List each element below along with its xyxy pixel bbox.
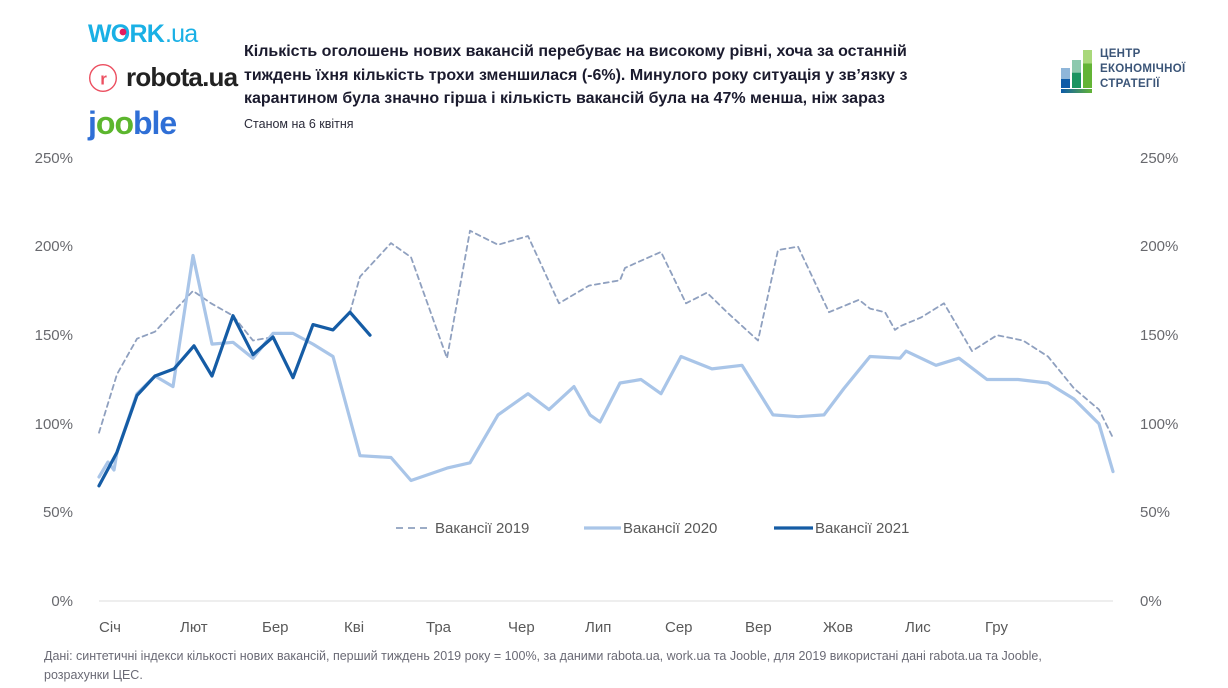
- svg-text:50%: 50%: [43, 504, 73, 521]
- svg-text:100%: 100%: [35, 416, 73, 433]
- svg-text:Жов: Жов: [823, 619, 853, 636]
- svg-text:Вер: Вер: [745, 619, 772, 636]
- svg-text:Вакансії 2020: Вакансії 2020: [623, 520, 717, 537]
- svg-text:Тра: Тра: [426, 619, 452, 636]
- svg-text:150%: 150%: [35, 327, 73, 344]
- svg-text:100%: 100%: [1140, 416, 1178, 433]
- svg-text:Лют: Лют: [180, 619, 208, 636]
- svg-text:Вакансії 2019: Вакансії 2019: [435, 520, 529, 537]
- svg-text:0%: 0%: [1140, 593, 1162, 610]
- svg-text:200%: 200%: [35, 238, 73, 255]
- svg-text:200%: 200%: [1140, 238, 1178, 255]
- svg-text:Кві: Кві: [344, 619, 364, 636]
- svg-text:0%: 0%: [51, 593, 73, 610]
- svg-text:Лип: Лип: [585, 619, 611, 636]
- svg-text:Вакансії 2021: Вакансії 2021: [815, 520, 909, 537]
- svg-text:250%: 250%: [35, 150, 73, 167]
- svg-text:Січ: Січ: [99, 619, 121, 636]
- svg-text:Лис: Лис: [905, 619, 931, 636]
- svg-text:Чер: Чер: [508, 619, 535, 636]
- svg-text:r: r: [100, 69, 107, 88]
- svg-text:250%: 250%: [1140, 150, 1178, 167]
- svg-text:50%: 50%: [1140, 504, 1170, 521]
- svg-text:150%: 150%: [1140, 327, 1178, 344]
- svg-text:Сер: Сер: [665, 619, 693, 636]
- svg-text:Бер: Бер: [262, 619, 289, 636]
- svg-text:Гру: Гру: [985, 619, 1008, 636]
